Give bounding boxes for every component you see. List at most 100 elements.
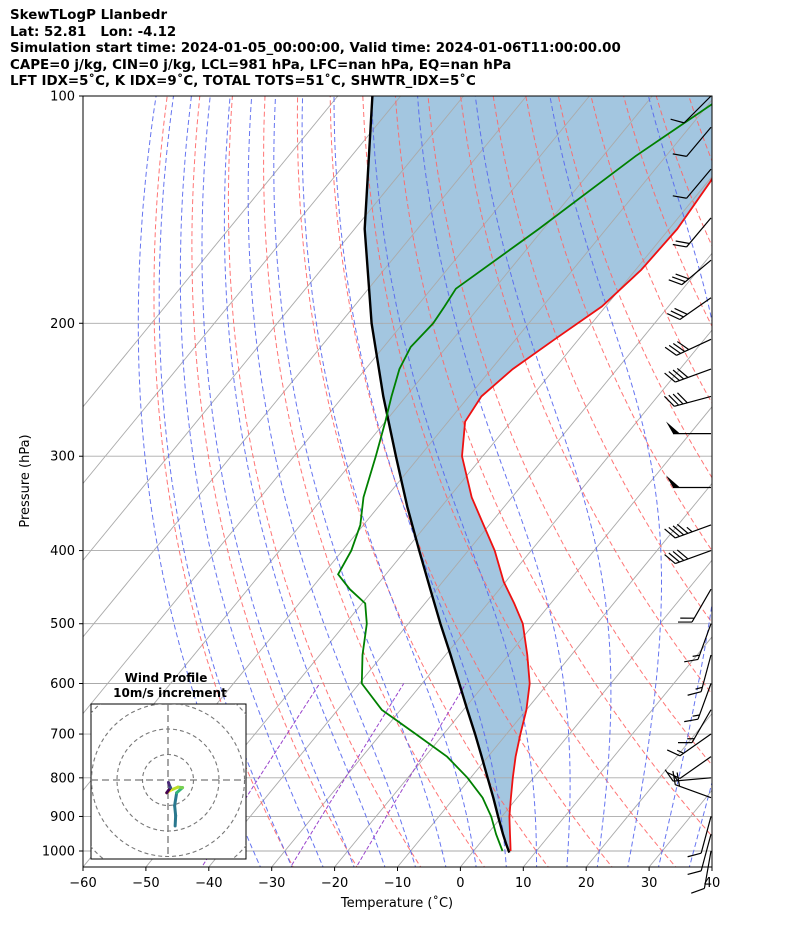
wind-barbs-layer [663, 95, 712, 894]
dry-adiabat [329, 96, 613, 867]
moist-adiabat [647, 96, 712, 867]
y-tick-label: 1000 [42, 845, 75, 860]
time-line: Simulation start time: 2024-01-05_00:00:… [10, 41, 621, 56]
isotherm [397, 482, 712, 867]
x-tick-label: 0 [456, 876, 464, 891]
isotherm [145, 175, 712, 867]
x-axis-label: Temperature (˚C) [340, 895, 453, 911]
wind-barb [664, 338, 712, 356]
isotherm [83, 96, 402, 485]
y-tick-label: 900 [50, 810, 75, 825]
moist-adiabat [720, 79, 794, 870]
chart-title: SkewTLogP Llanbedr [10, 8, 168, 23]
x-tick-label: −10 [384, 876, 411, 891]
hodograph-plot [91, 704, 246, 859]
y-axis-label: Pressure (hPa) [18, 434, 33, 527]
moist-adiabat [247, 96, 417, 867]
moist-adiabat [179, 96, 324, 867]
isotherm [271, 329, 712, 867]
wind-barb [666, 756, 712, 780]
isotherm [83, 96, 464, 561]
wind-barb [666, 733, 712, 757]
moist-adiabat [273, 96, 447, 867]
wind-barb [677, 588, 712, 623]
isotherm [522, 636, 712, 867]
y-tick-label: 500 [50, 617, 75, 632]
dry-adiabat [362, 96, 677, 867]
x-tick-label: −30 [258, 876, 285, 891]
x-tick-label: 10 [515, 876, 532, 891]
moist-adiabat [158, 96, 293, 867]
isotherm [208, 252, 712, 867]
temperature-line [461, 177, 712, 852]
moist-adiabat [549, 96, 662, 867]
location-line: Lat: 52.81 Lon: -4.12 [10, 24, 177, 40]
dry-adiabat [153, 96, 294, 867]
x-tick-label: 20 [578, 876, 595, 891]
wind-barb [677, 709, 712, 744]
isotherm [83, 96, 527, 638]
wind-barb [687, 816, 712, 858]
y-tick-label: 100 [50, 90, 75, 105]
y-tick-label: 600 [50, 677, 75, 692]
wind-barb [672, 770, 712, 799]
mixing-ratio-line [290, 683, 405, 867]
wind-barb [670, 95, 712, 124]
wind-barb [672, 217, 712, 248]
dry-adiabat [460, 96, 712, 695]
dry-adiabat [492, 96, 712, 624]
hodograph-trace [173, 814, 178, 828]
wind-barb [664, 367, 712, 383]
wind-barb [684, 683, 712, 723]
y-tick-label: 400 [50, 544, 75, 559]
mixing-ratio-line [355, 683, 467, 867]
moist-adiabat [474, 96, 612, 867]
x-tick-label: −50 [132, 876, 159, 891]
dry-adiabat [227, 96, 422, 867]
y-tick-label: 800 [50, 771, 75, 786]
moist-adiabat [688, 781, 712, 867]
x-tick-label: −20 [321, 876, 348, 891]
dry-adiabat [191, 96, 358, 867]
isotherm [460, 559, 712, 867]
hodograph-inset: Wind Profile 10m/s increment [90, 671, 247, 860]
wind-barb [687, 654, 712, 696]
wind-barb [687, 834, 712, 876]
moist-adiabat [371, 96, 538, 867]
dewpoint-line [337, 103, 712, 852]
isotherm [711, 866, 712, 867]
hodograph-subtitle: 10m/s increment [113, 686, 227, 700]
y-tick-label: 700 [50, 728, 75, 743]
wind-barb [666, 475, 711, 489]
mixing-ratio-line [201, 683, 321, 867]
dry-adiabat [394, 96, 712, 837]
hodograph-title: Wind Profile [125, 671, 208, 685]
indices-text: LFT IDX=5˚C, K IDX=9˚C, TOTAL TOTS=51˚C,… [10, 74, 476, 89]
wind-barb [666, 297, 712, 321]
grid-layer [83, 79, 794, 870]
moist-adiabat [223, 96, 386, 867]
x-tick-label: 30 [641, 876, 658, 891]
wind-barb [691, 850, 712, 894]
isotherm [334, 406, 712, 867]
moist-adiabat [201, 96, 355, 867]
x-tick-label: 40 [704, 876, 721, 891]
moist-adiabat [333, 96, 507, 867]
profile-lines-layer [337, 96, 712, 854]
dry-adiabat [263, 96, 486, 867]
dry-adiabat [427, 96, 712, 766]
dry-adiabat [296, 96, 549, 867]
wind-barb [664, 523, 712, 539]
dry-adiabat [716, 79, 794, 870]
wind-barb [666, 421, 711, 435]
moist-adiabat [301, 96, 477, 867]
axes-layer: −60 −50 −40 −30 −20 −10 0 10 20 30 40 100 200 300 400 5… [42, 90, 720, 892]
wind-barb [668, 259, 712, 286]
parcel-line [363, 96, 511, 854]
hodograph-trace [173, 791, 179, 807]
wind-barb [664, 549, 712, 565]
x-tick-label: −60 [69, 876, 96, 891]
cape-cin-fill [364, 96, 712, 853]
isotherm [83, 96, 339, 408]
